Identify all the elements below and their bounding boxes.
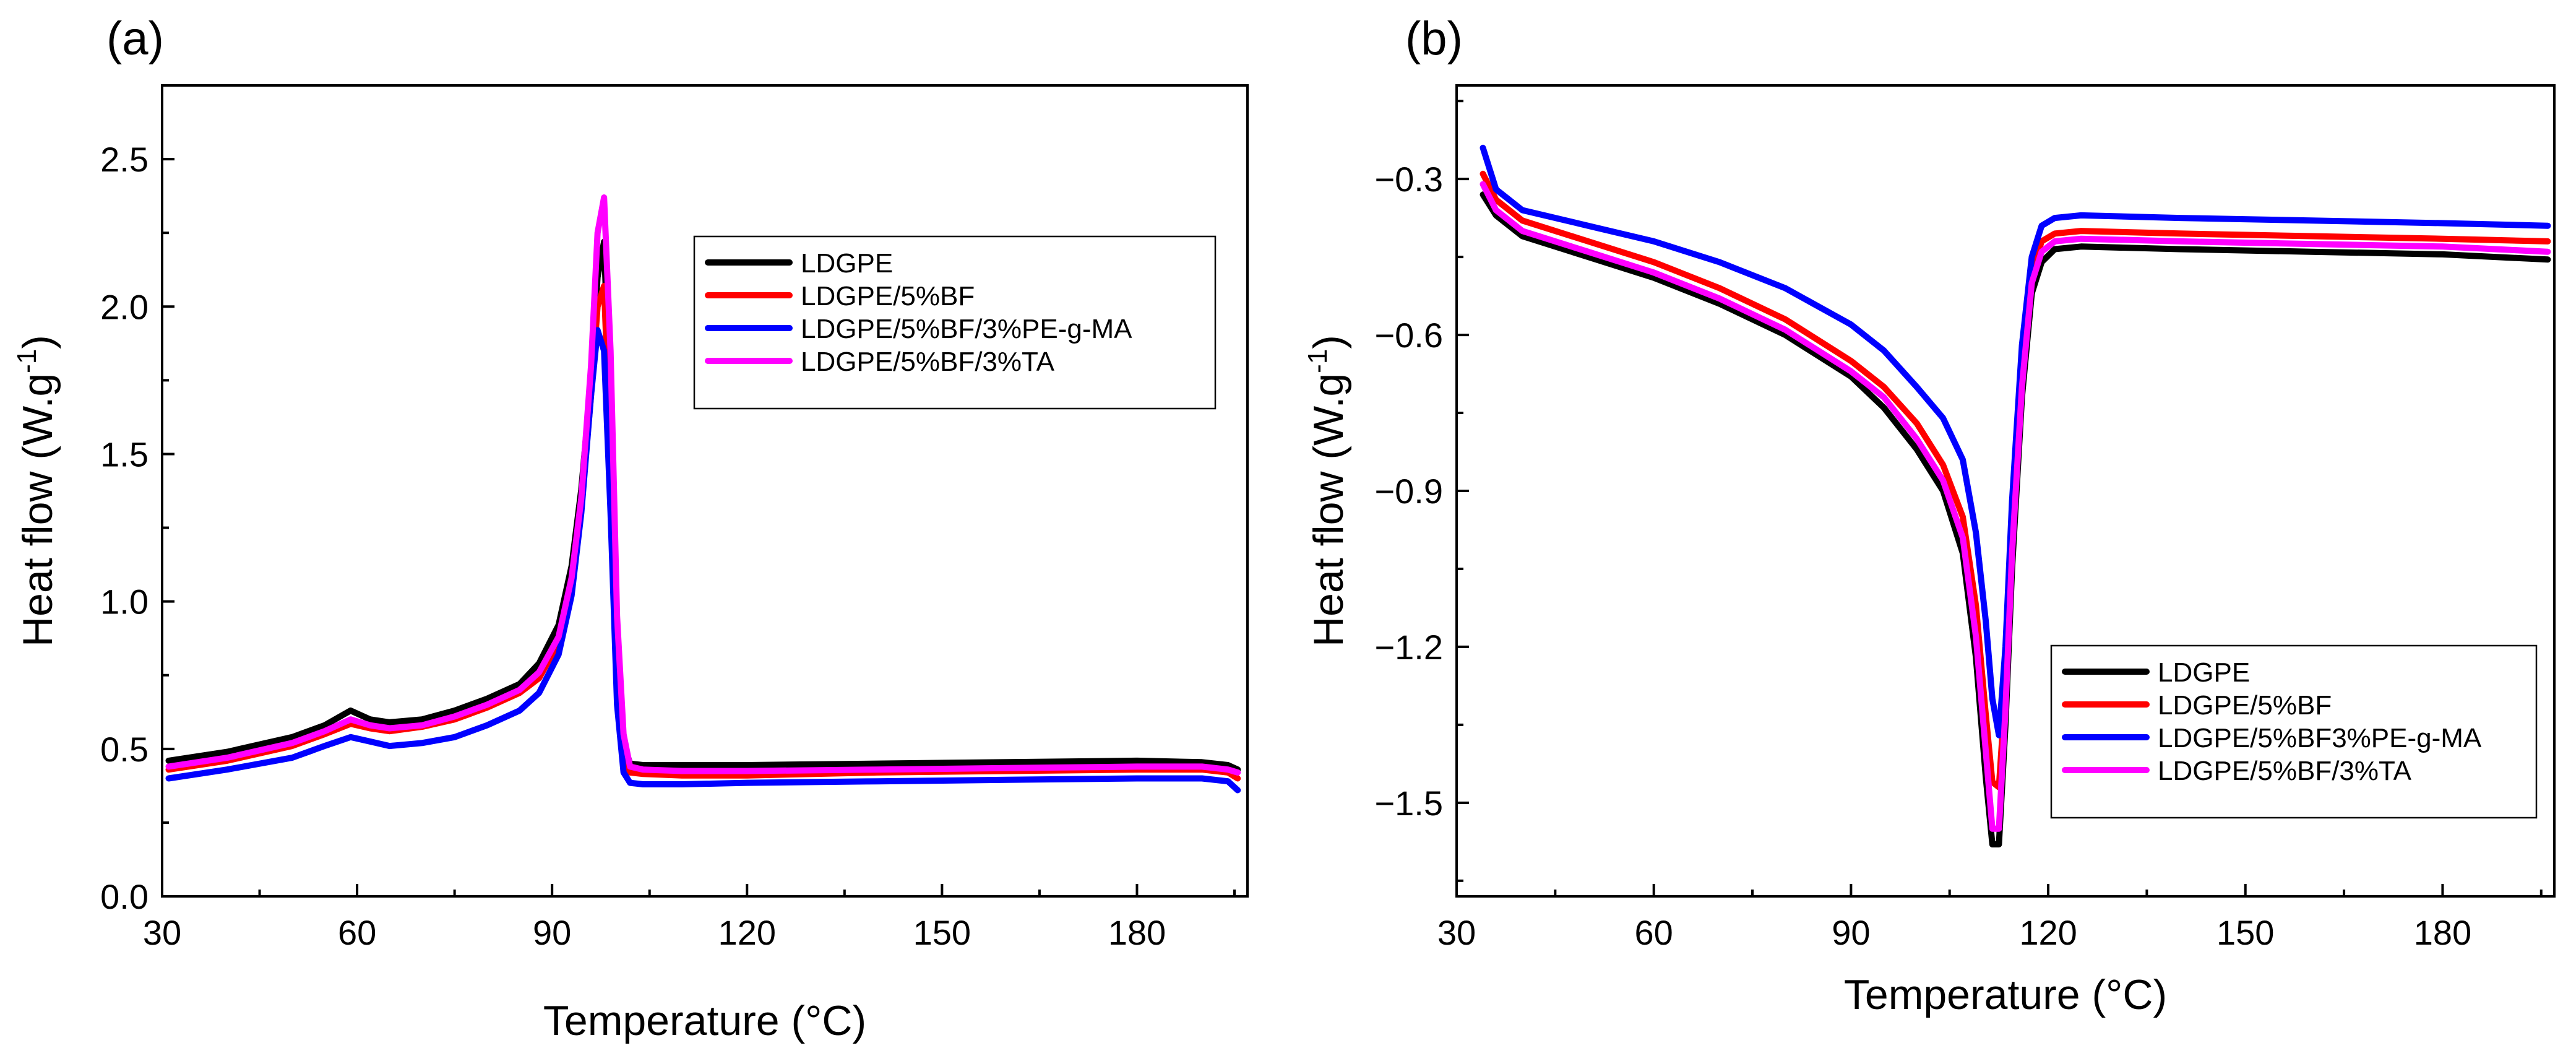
y-axis-title-main-b: Heat flow (W.g (1305, 373, 1352, 647)
y-axis-title-main-a: Heat flow (W.g (14, 373, 61, 647)
y-tick-label-a-3: 1.0 (100, 582, 149, 621)
y-tick-label-a-5: 2.0 (100, 287, 149, 326)
y-tick-label-b-5: −0.3 (1374, 160, 1443, 199)
panel-label-a: (a) (106, 12, 164, 65)
ticks-layer-b (1455, 100, 2543, 896)
legend-label-a-4: LDGPE/5%BF/3%TA (801, 347, 1055, 377)
series-line-a-4 (165, 194, 1241, 776)
y-axis-title-a: Heat flow (W.g-1) (12, 335, 61, 647)
y-axis-title-sup-a: -1 (12, 349, 42, 373)
x-tick-label-a-4: 120 (718, 913, 776, 952)
x-tick-label-a-3: 90 (533, 913, 571, 952)
y-tick-label-a-2: 0.5 (100, 730, 149, 769)
x-tick-label-a-6: 180 (1108, 913, 1166, 952)
series-line-b-2 (1480, 170, 2551, 790)
x-tick-labels-a: 30 60 90 120 150 180 (143, 913, 1166, 952)
y-tick-label-b-2: −1.2 (1374, 628, 1443, 667)
x-tick-label-a-2: 60 (338, 913, 376, 952)
legend-label-b-4: LDGPE/5%BF/3%TA (2158, 756, 2412, 786)
panel-b: (b) 30 60 90 120 150 180 −1.5 −1.2 −0.9 −0.6 −0.3… (1303, 12, 2556, 1018)
y-axis-title-b: Heat flow (W.g-1) (1303, 335, 1352, 647)
x-tick-label-b-4: 120 (2019, 913, 2077, 952)
legend-a: LDGPELDGPE/5%BFLDGPE/5%BF/3%PE-g-MALDGPE… (693, 235, 1217, 410)
x-axis-title-b: Temperature (°C) (1844, 971, 2167, 1018)
ticks-layer-a (161, 158, 1236, 898)
legend-label-b-3: LDGPE/5%BF3%PE-g-MA (2158, 723, 2482, 753)
series-layer-a (165, 194, 1241, 794)
y-axis-title-sup-b: -1 (1303, 349, 1333, 373)
legend-b: LDGPELDGPE/5%BFLDGPE/5%BF3%PE-g-MALDGPE/… (2050, 644, 2538, 819)
legend-label-b-2: LDGPE/5%BF (2158, 690, 2332, 721)
plot-frame-a (161, 84, 1249, 898)
y-tick-label-b-4: −0.6 (1374, 316, 1443, 355)
series-line-b-4 (1480, 181, 2551, 832)
legend-label-a-3: LDGPE/5%BF/3%PE-g-MA (801, 314, 1132, 344)
y-tick-label-b-3: −0.9 (1374, 472, 1443, 511)
panel-label-b: (b) (1405, 12, 1463, 65)
legend-label-a-2: LDGPE/5%BF (801, 281, 975, 311)
legend-label-a-1: LDGPE (801, 248, 893, 279)
y-axis-title-close-a: ) (14, 335, 61, 349)
x-tick-label-b-6: 180 (2414, 913, 2471, 952)
x-tick-label-a-5: 150 (913, 913, 971, 952)
x-tick-label-b-2: 60 (1635, 913, 1673, 952)
x-tick-label-b-5: 150 (2216, 913, 2274, 952)
y-tick-labels-b: −1.5 −1.2 −0.9 −0.6 −0.3 (1374, 160, 1443, 823)
x-tick-label-b-3: 90 (1832, 913, 1870, 952)
y-tick-label-a-4: 1.5 (100, 435, 149, 474)
y-tick-labels-a: 0.0 0.5 1.0 1.5 2.0 2.5 (100, 140, 149, 916)
y-tick-label-a-1: 0.0 (100, 877, 149, 916)
y-tick-label-b-1: −1.5 (1374, 784, 1443, 823)
panel-a: (a) 30 60 90 120 150 180 0.0 0.5 1.0 1.5 2.0 2.5 T… (12, 12, 1249, 1044)
x-axis-title-a: Temperature (°C) (543, 997, 866, 1044)
series-line-b-3 (1480, 144, 2551, 738)
y-axis-title-close-b: ) (1305, 335, 1352, 349)
x-tick-labels-b: 30 60 90 120 150 180 (1437, 913, 2471, 952)
legend-label-b-1: LDGPE (2158, 657, 2250, 688)
y-tick-label-a-6: 2.5 (100, 140, 149, 179)
series-layer-b (1480, 144, 2551, 847)
x-tick-label-a-1: 30 (143, 913, 181, 952)
x-tick-label-b-1: 30 (1437, 913, 1476, 952)
